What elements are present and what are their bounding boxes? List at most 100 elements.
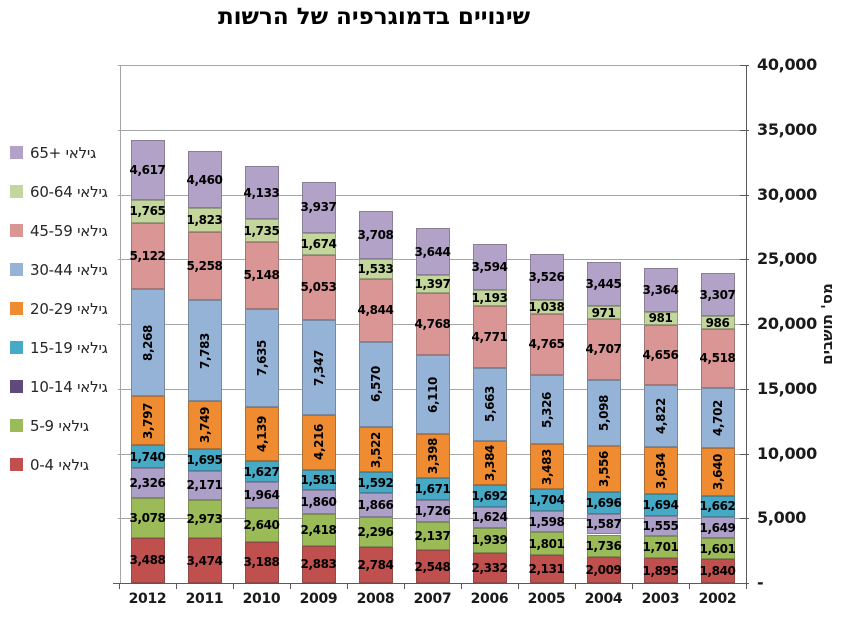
bar-segment — [700, 559, 735, 583]
legend-swatch — [10, 146, 23, 159]
bar-segment — [415, 355, 450, 435]
bar-segment — [529, 375, 564, 445]
y-tick-label: 10,000 — [757, 443, 817, 463]
bar-segment-label: 6,570 — [368, 366, 383, 403]
bar-segment — [187, 449, 222, 472]
legend-swatch — [10, 458, 23, 471]
bar-segment — [472, 484, 507, 507]
bar-segment — [187, 400, 222, 450]
y-tick-label: 5,000 — [757, 508, 807, 528]
bar-segment — [586, 491, 621, 514]
bar-segment — [643, 516, 678, 537]
bar-segment-label: 981 — [648, 311, 673, 326]
bar-segment — [301, 545, 336, 583]
bar-segment-label: 3,522 — [368, 431, 383, 468]
bar-segment-label: 1,964 — [243, 487, 280, 502]
bar-segment-label: 1,701 — [642, 540, 679, 555]
bar-segment-label: 3,188 — [243, 555, 280, 570]
bar-segment-label: 3,078 — [129, 510, 166, 525]
bar-segment — [529, 532, 564, 556]
bar-segment — [358, 341, 393, 427]
bar-segment-label: 1,735 — [243, 223, 280, 238]
bar-segment — [700, 316, 735, 330]
bar-segment-label: 3,594 — [471, 260, 508, 275]
bar-segment — [130, 497, 165, 538]
legend-label: 60-64 גילאי — [30, 182, 108, 201]
bar-segment — [643, 324, 678, 385]
legend-swatch — [10, 380, 23, 393]
x-axis-line — [113, 583, 747, 584]
bar-segment-label: 1,533 — [357, 262, 394, 277]
legend-label: 45-59 גילאי — [30, 221, 108, 240]
bar-segment-label: 5,098 — [596, 394, 611, 431]
bar-segment — [586, 556, 621, 583]
bar-segment-label: 4,702 — [710, 399, 725, 436]
bar-segment — [529, 444, 564, 490]
bar-segment-label: 1,696 — [585, 495, 622, 510]
y-tick-label: 35,000 — [757, 119, 817, 139]
bar-segment-label: 1,601 — [699, 541, 736, 556]
gridline — [118, 65, 746, 66]
bar-segment — [472, 367, 507, 441]
bar-segment-label: 3,483 — [539, 448, 554, 485]
bar-segment — [700, 517, 735, 539]
bar-segment — [358, 517, 393, 547]
bar-segment-label: 3,307 — [699, 287, 736, 302]
bar-segment-label: 3,937 — [300, 200, 337, 215]
x-axis-tick — [119, 583, 120, 589]
bar-segment — [187, 499, 222, 538]
bar-segment-label: 3,474 — [186, 553, 223, 568]
bar-segment-label: 3,364 — [642, 283, 679, 298]
bar-segment-label: 2,009 — [585, 562, 622, 577]
bar-segment — [415, 499, 450, 523]
bar-segment-label: 4,768 — [414, 317, 451, 332]
bar-segment — [187, 538, 222, 583]
legend-label: 10-14 גילאי — [30, 377, 108, 396]
bar-segment — [301, 232, 336, 255]
bar-segment-label: 1,592 — [357, 475, 394, 490]
bar-segment-label: 5,326 — [539, 391, 554, 428]
y-axis-line — [746, 65, 747, 589]
x-tick-label: 2008 — [356, 591, 395, 607]
bar-segment-label: 5,663 — [482, 386, 497, 423]
bar-segment-label: 4,460 — [186, 172, 223, 187]
bar-segment-label: 3,384 — [482, 444, 497, 481]
bar-segment-label: 5,122 — [129, 248, 166, 263]
bar-segment — [130, 445, 165, 468]
bar-segment — [301, 181, 336, 233]
legend-label: 20-29 גילאי — [30, 299, 108, 318]
bar-segment — [130, 467, 165, 498]
bar-segment — [529, 489, 564, 512]
legend-item: 20-29 גילאי — [10, 289, 122, 328]
bar-segment-label: 1,581 — [300, 473, 337, 488]
bar-segment — [244, 461, 279, 483]
y-axis-tick — [740, 129, 749, 131]
legend-label: 30-44 גילאי — [30, 260, 108, 279]
bar-segment — [643, 268, 678, 312]
bar-segment-label: 2,784 — [357, 557, 394, 572]
bar-segment-label: 2,131 — [528, 562, 565, 577]
bar-segment-label: 1,939 — [471, 533, 508, 548]
bar-segment-label: 3,556 — [596, 450, 611, 487]
x-axis-tick — [290, 583, 291, 589]
x-tick-label: 2006 — [470, 591, 509, 607]
bar-segment-label: 1,624 — [471, 510, 508, 525]
bar-segment-label: 1,726 — [414, 504, 451, 519]
bar-segment-label: 1,736 — [585, 538, 622, 553]
bar-segment — [358, 211, 393, 260]
bar-segment-label: 5,053 — [300, 280, 337, 295]
bar-segment — [529, 555, 564, 583]
legend-item: 60-64 גילאי — [10, 172, 122, 211]
bar-segment-label: 1,740 — [129, 449, 166, 464]
legend-item: 15-19 גילאי — [10, 328, 122, 367]
bar-segment — [415, 522, 450, 550]
gridline — [118, 194, 746, 196]
bar-segment — [130, 537, 165, 583]
bar-segment — [301, 415, 336, 470]
bar-segment-label: 3,640 — [710, 454, 725, 490]
y-tick-label: 40,000 — [757, 55, 817, 74]
bar-segment — [187, 208, 222, 232]
bar-segment-label: 2,326 — [129, 475, 166, 490]
bar-segment — [415, 550, 450, 583]
